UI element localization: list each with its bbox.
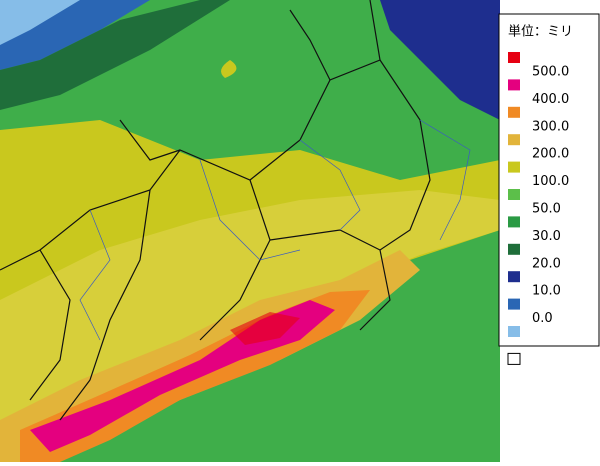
- legend-label: 200.0: [532, 147, 569, 162]
- legend-label: 30.0: [532, 229, 561, 244]
- rain-area: [0, 0, 80, 45]
- legend-swatch: [508, 216, 520, 228]
- legend-swatch: [508, 298, 520, 310]
- legend-label: 10.0: [532, 284, 561, 299]
- legend-title: 単位：ミリ: [508, 24, 573, 40]
- borders: [0, 0, 431, 421]
- legend-swatch: [508, 106, 520, 118]
- legend-swatch: [507, 352, 521, 365]
- rain-area: [0, 0, 230, 110]
- legend-box: [498, 13, 600, 347]
- legend-label: 0.0: [532, 311, 553, 326]
- legend-swatch: [508, 79, 520, 91]
- legend-swatch: [508, 243, 520, 255]
- legend-label: 400.0: [532, 92, 569, 107]
- map: [0, 0, 500, 462]
- legend-swatch: [508, 271, 520, 283]
- legend-label: 50.0: [532, 202, 561, 217]
- sub-borders: [79, 119, 471, 341]
- legend-label: 300.0: [532, 119, 569, 134]
- legend-label: 100.0: [532, 174, 569, 189]
- legend: 単位：ミリ 500.0 400.0 300.0 200.0 100.0 50.0 30.0 2…: [498, 13, 600, 365]
- rain-area: [221, 60, 237, 78]
- legend-swatch: [508, 134, 520, 146]
- legend-label: 500.0: [532, 65, 569, 80]
- rain-area: [380, 0, 500, 120]
- legend-swatch: [508, 189, 520, 200]
- legend-label: 20.0: [532, 256, 561, 271]
- legend-swatch: [508, 326, 520, 337]
- legend-swatch: [508, 52, 520, 63]
- legend-swatch: [508, 161, 520, 173]
- rain-area: [230, 312, 300, 345]
